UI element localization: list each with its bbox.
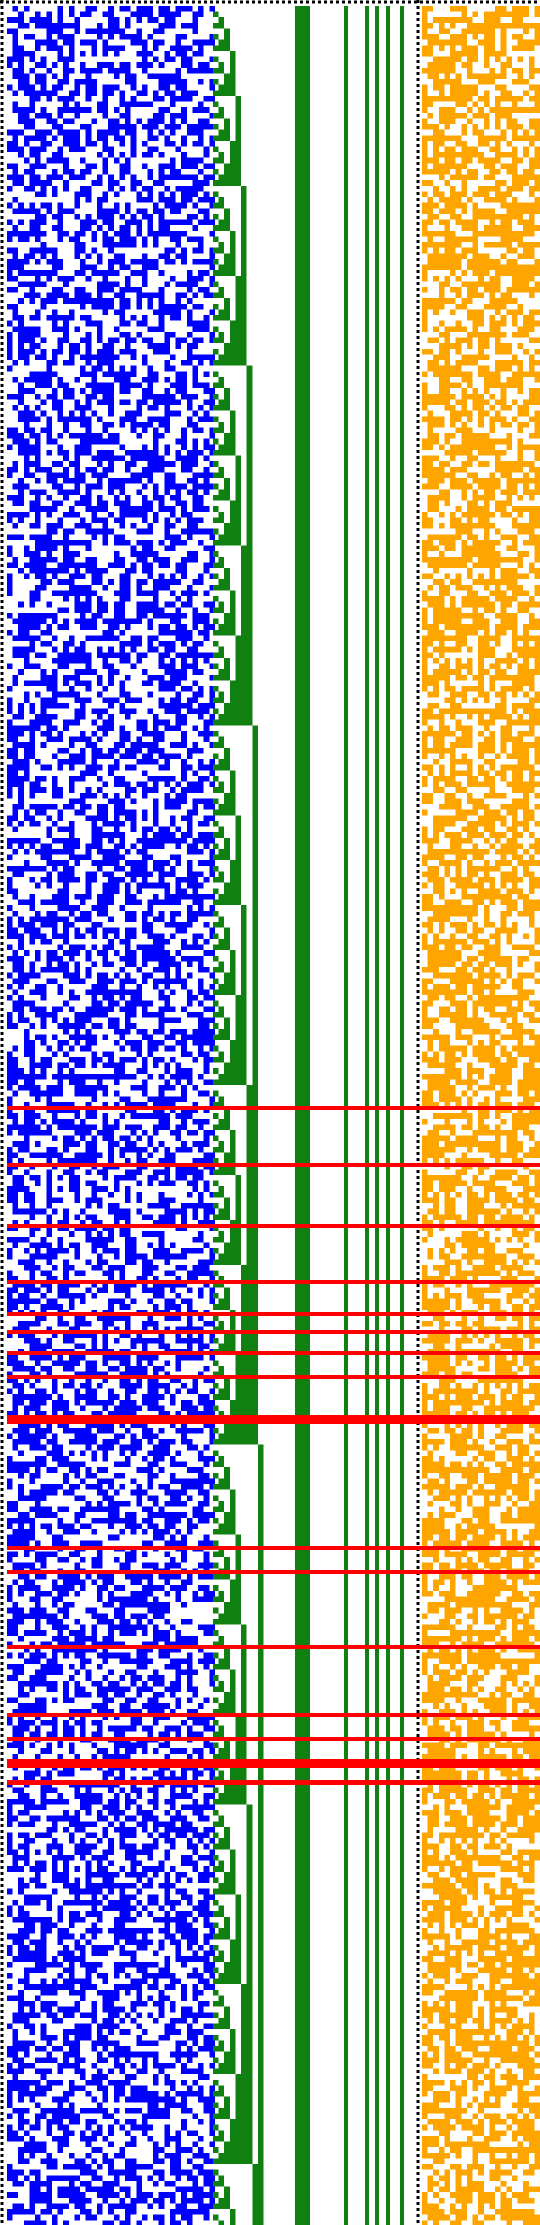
green-counter — [213, 6, 404, 2225]
orange-bits — [422, 6, 540, 2225]
blue-bits — [7, 6, 215, 2225]
